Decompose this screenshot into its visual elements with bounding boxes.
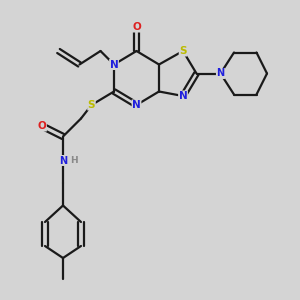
Text: S: S (88, 100, 95, 110)
Text: N: N (59, 155, 67, 166)
Text: O: O (38, 121, 46, 131)
Text: N: N (110, 59, 118, 70)
Text: N: N (132, 100, 141, 110)
Text: N: N (216, 68, 225, 79)
Text: N: N (178, 91, 188, 101)
Text: O: O (132, 22, 141, 32)
Text: H: H (70, 156, 78, 165)
Text: S: S (179, 46, 187, 56)
